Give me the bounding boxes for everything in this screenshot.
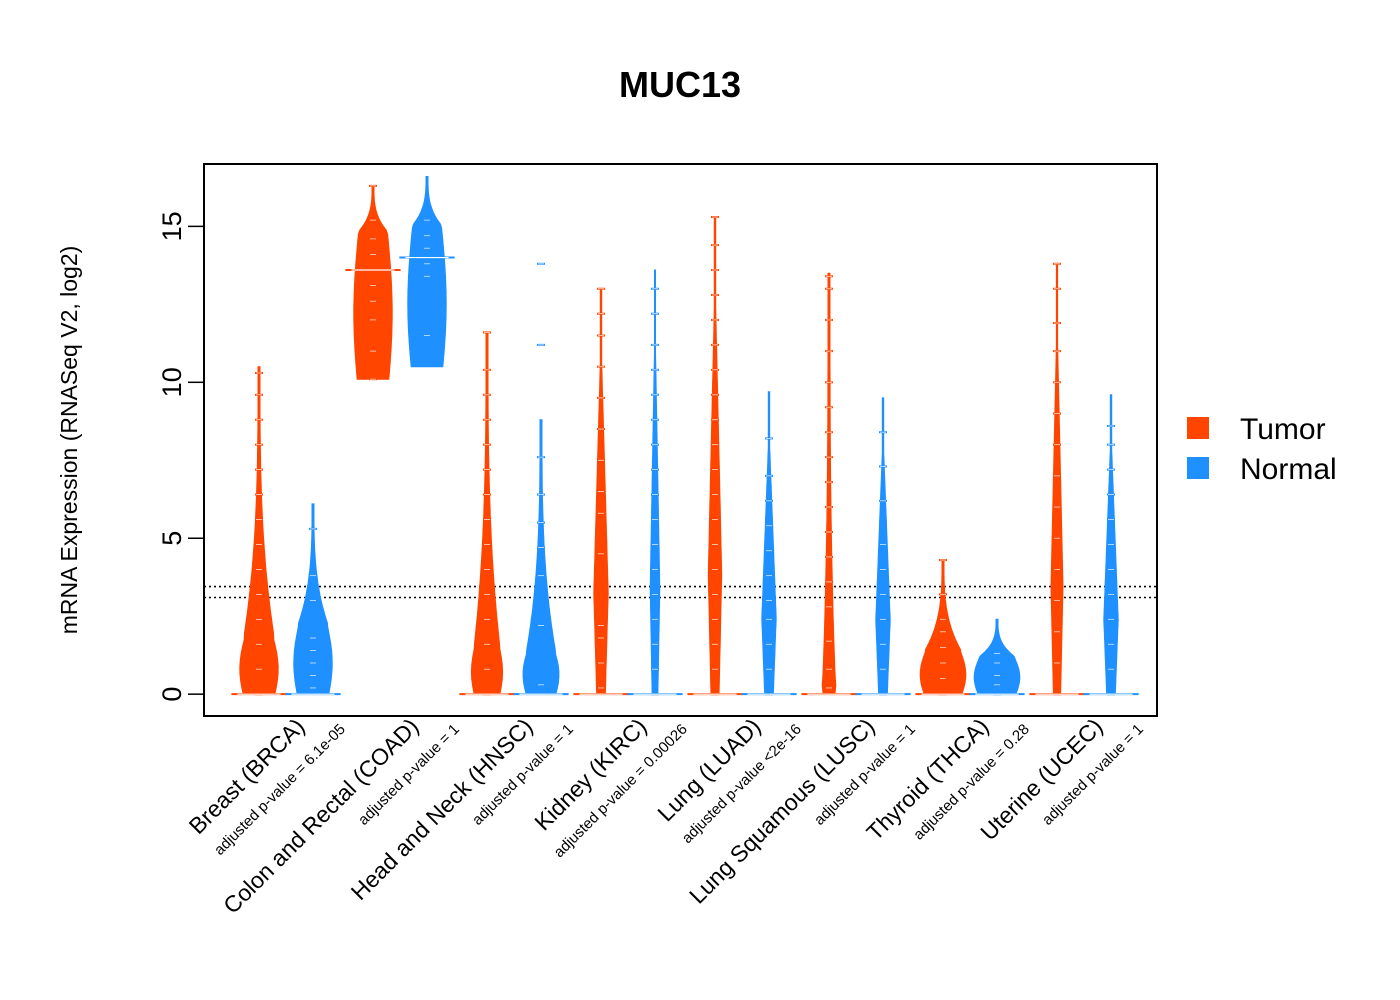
legend-swatch-tumor <box>1187 417 1209 439</box>
normal-violin-5 <box>855 397 911 696</box>
normal-violin-body <box>522 419 560 695</box>
tumor-violin-body <box>707 216 723 695</box>
legend-label-normal: Normal <box>1240 453 1337 486</box>
violin-group-4 <box>687 216 797 696</box>
normal-violin-body <box>973 618 1021 695</box>
tumor-violin-body <box>239 366 279 695</box>
violin-group-6 <box>915 559 1025 696</box>
plot-area <box>204 176 1157 696</box>
tumor-violin-body <box>470 331 504 695</box>
normal-violin-1 <box>399 176 455 368</box>
tumor-violin-body <box>919 559 967 695</box>
normal-violin-body <box>761 391 777 695</box>
normal-violin-6 <box>969 618 1025 696</box>
y-tick-label-2: 10 <box>157 367 187 397</box>
normal-violin-4 <box>741 391 797 696</box>
normal-violin-7 <box>1083 394 1139 696</box>
normal-violin-body <box>293 503 333 695</box>
violin-group-7 <box>1029 262 1139 696</box>
legend-label-tumor: Tumor <box>1240 413 1326 446</box>
x-axis-labels: Breast (BRCA)adjusted p-value = 6.1e-05C… <box>184 713 1147 918</box>
tumor-violin-6 <box>915 559 971 696</box>
normal-violin-body <box>649 269 661 695</box>
chart-title: MUC13 <box>619 64 741 105</box>
violin-group-3 <box>573 269 683 696</box>
tumor-violin-4 <box>687 216 743 696</box>
y-tick-label-1: 5 <box>157 531 187 546</box>
normal-violin-3 <box>627 269 683 696</box>
legend-swatch-normal <box>1187 457 1209 479</box>
plot-frame <box>203 163 1158 717</box>
tumor-violin-2 <box>459 331 515 696</box>
y-tick-label-0: 0 <box>157 687 187 702</box>
tumor-violin-body <box>821 272 837 695</box>
tumor-violin-3 <box>573 287 629 696</box>
violin-group-2 <box>459 262 569 696</box>
legend: Tumor Normal <box>1187 413 1337 486</box>
normal-violin-0 <box>285 503 341 696</box>
tumor-violin-5 <box>801 272 857 696</box>
normal-violin-body <box>875 397 891 695</box>
violin-group-5 <box>801 272 911 696</box>
y-axis: 0 5 10 15 <box>157 211 205 702</box>
y-tick-label-3: 15 <box>157 211 187 241</box>
tumor-violin-body <box>1050 263 1064 695</box>
normal-violin-body <box>407 176 447 368</box>
tumor-violin-7 <box>1029 262 1085 696</box>
violin-group-0 <box>231 366 341 696</box>
tumor-violin-0 <box>231 366 287 696</box>
violin-group-1 <box>345 176 455 381</box>
normal-violin-2 <box>513 262 569 696</box>
y-axis-label: mRNA Expression (RNASeq V2, log2) <box>56 246 82 635</box>
tumor-violin-1 <box>345 184 401 381</box>
